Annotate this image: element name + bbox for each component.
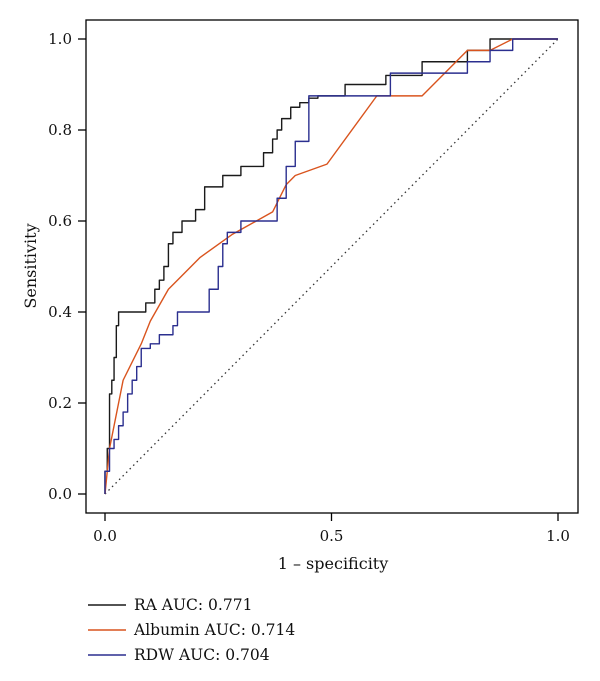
y-tick-label: 0.8 [48,121,72,139]
series-layer [104,38,558,495]
y-tick-label: 0.0 [48,485,72,503]
y-tick-label: 0.6 [48,212,72,230]
legend-label-ra: RA AUC: 0.771 [134,596,252,614]
y-tick-label: 0.2 [48,394,72,412]
x-axis: 0.0 0.5 1.0 [93,513,570,545]
reference-diagonal-line [104,38,559,495]
series-line-albumin [104,38,558,495]
legend-label-albumin: Albumin AUC: 0.714 [133,621,295,639]
legend-label-rdw: RDW AUC: 0.704 [134,646,270,664]
y-axis: 0.0 0.2 0.4 0.6 0.8 1.0 [48,30,86,503]
y-axis-title: Sensitivity [21,223,40,308]
x-tick-label: 0.5 [320,527,344,545]
x-tick-label: 1.0 [546,527,570,545]
series-line-rdw [104,38,558,494]
y-tick-label: 1.0 [48,30,72,48]
y-tick-label: 0.4 [48,303,72,321]
x-tick-label: 0.0 [93,527,117,545]
legend: RA AUC: 0.771 Albumin AUC: 0.714 RDW AUC: … [88,596,295,664]
x-axis-title: 1 – specificity [278,554,389,573]
